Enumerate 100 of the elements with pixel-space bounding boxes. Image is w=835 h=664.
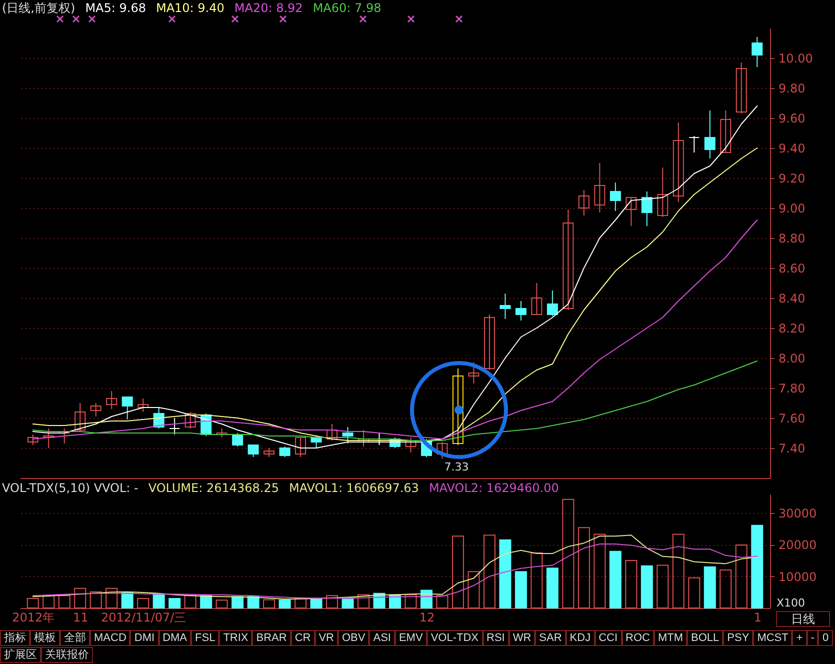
bar: [546, 568, 558, 608]
chart-title: VOL-TDX(5,10) VVOL: -: [2, 481, 138, 495]
candlestick: [500, 293, 511, 320]
candlestick: [594, 162, 606, 213]
candlestick: [405, 437, 416, 453]
x-tick-label: 11: [72, 610, 88, 624]
candlestick: [452, 368, 464, 446]
bar: [278, 600, 291, 608]
bar: [326, 595, 338, 608]
tab: 全部: [60, 630, 90, 646]
tab: ROC: [622, 630, 654, 646]
candlestick: [279, 446, 290, 458]
tab: DMA: [158, 630, 192, 646]
chart-title: (日线,前复权): [2, 1, 76, 15]
bar: [58, 595, 70, 608]
bar: [751, 524, 764, 608]
candlestick: [468, 362, 480, 384]
candlestick: [688, 136, 700, 153]
bar: [358, 594, 370, 608]
candlestick: [138, 398, 149, 412]
tab: BOLL: [687, 630, 724, 646]
tab: CCI: [594, 630, 622, 646]
tab: TRIX: [219, 630, 252, 646]
bar: [232, 596, 244, 608]
tab: +: [792, 630, 807, 646]
bar: [184, 595, 196, 608]
candlestick: [610, 182, 621, 212]
x-tick-label: 2012年: [12, 610, 55, 624]
bar: [106, 588, 118, 608]
candlestick: [672, 122, 684, 202]
candlestick: [562, 209, 574, 310]
tab: MACD: [90, 630, 130, 646]
y-tick-label: 7.40: [778, 442, 806, 456]
y-tick-label: 30000: [778, 506, 817, 520]
text: MA60: 7.98: [312, 1, 382, 15]
tab: 扩展区: [0, 647, 41, 663]
candlestick: [169, 418, 180, 435]
tab: VR: [314, 630, 338, 646]
tab: 模板: [30, 630, 60, 646]
candlestick: [657, 167, 668, 218]
bar: [216, 600, 228, 608]
bar: [483, 534, 496, 608]
bar: [530, 552, 543, 608]
bar: [310, 598, 322, 608]
candlestick: [122, 396, 133, 420]
bar: [625, 560, 638, 608]
tab: VOL-TDX: [426, 630, 482, 646]
bar: [704, 566, 716, 608]
tab: 关联报价: [41, 647, 93, 663]
annotation: 7.33: [444, 460, 469, 474]
candlestick: [106, 390, 118, 410]
y-tick-label: 10000: [778, 570, 817, 584]
candlestick: [484, 314, 495, 370]
candlestick: [90, 402, 102, 417]
y-tick-label: 7.80: [778, 382, 806, 396]
text: MAVOL2: 1629460.00: [428, 481, 559, 495]
candlestick: [531, 282, 542, 315]
candlestick: [641, 191, 652, 226]
tab: 指标: [0, 630, 30, 646]
tab: WR: [508, 630, 536, 646]
tab: BRAR: [252, 630, 291, 646]
tab: OBV: [338, 630, 370, 646]
candlestick: [184, 412, 196, 429]
candlestick: [232, 432, 244, 447]
x-tick-label: 12: [419, 610, 435, 624]
bar: [468, 571, 480, 608]
tab: PSY: [723, 630, 754, 646]
candlestick: [752, 36, 763, 68]
bar: [609, 550, 622, 608]
y-axis-title: X100: [776, 596, 806, 610]
line-series: [32, 534, 758, 600]
y-tick-label: 8.60: [778, 262, 806, 276]
candlestick: [515, 300, 526, 321]
line-series: [32, 544, 758, 599]
bar: [499, 539, 512, 608]
bar: [342, 598, 354, 608]
bar: [672, 534, 684, 608]
candlestick: [704, 110, 716, 159]
y-tick-label: 9.60: [778, 112, 806, 126]
text: MAVOL1: 1606697.63: [289, 481, 419, 495]
tab: EMV: [394, 630, 427, 646]
tab: SAR: [535, 630, 566, 646]
candlestick: [546, 290, 558, 316]
bar: [578, 527, 590, 608]
bar: [404, 594, 417, 608]
bar: [656, 564, 669, 608]
candlestick: [248, 444, 259, 458]
bar: [26, 598, 39, 608]
candlestick: [74, 402, 86, 432]
bar: [263, 599, 276, 608]
bar: [200, 595, 212, 608]
bar: [720, 570, 732, 608]
bar: [152, 594, 165, 608]
bar: [74, 588, 86, 608]
candlestick: [578, 190, 590, 216]
y-tick-label: 9.20: [778, 172, 806, 186]
bar: [688, 577, 700, 608]
bar: [436, 595, 448, 608]
candlestick: [736, 62, 747, 114]
tab: ASI: [369, 630, 395, 646]
